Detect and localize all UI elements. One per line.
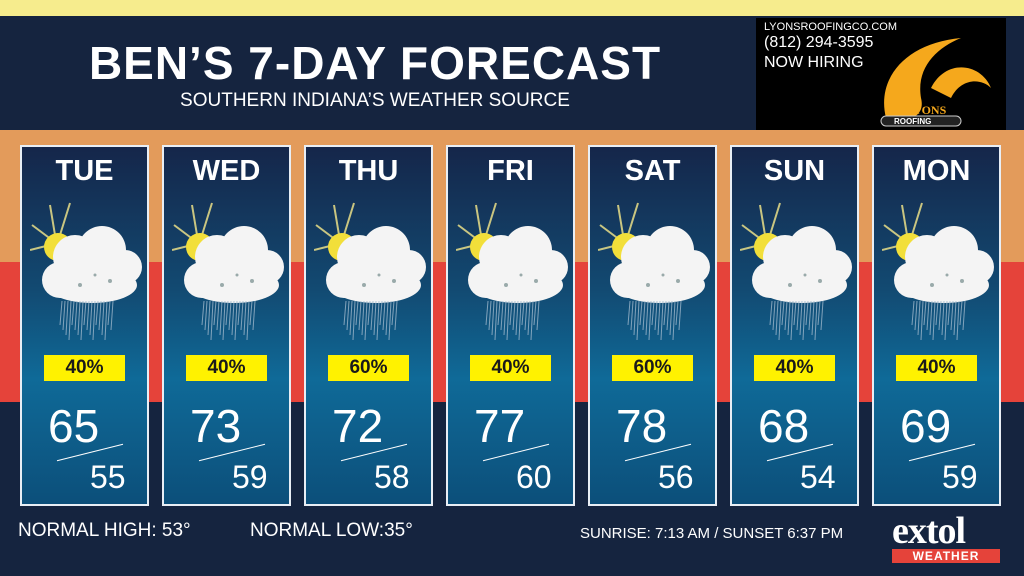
precip-chance-badge: 40% xyxy=(186,355,267,381)
high-temp: 73 xyxy=(190,400,242,452)
day-card-sat: SAT 60% 78 56 xyxy=(588,145,717,506)
partly-sunny-rain-icon xyxy=(313,195,427,350)
low-temp: 59 xyxy=(232,459,268,495)
day-card-fri: FRI 40% 77 60 xyxy=(446,145,575,506)
precip-chance-badge: 60% xyxy=(328,355,409,381)
page-title: BEN’S 7-DAY FORECAST xyxy=(88,37,662,89)
day-card-wed: WED 40% 73 59 xyxy=(162,145,291,506)
day-card-thu: THU 60% 72 58 xyxy=(304,145,433,506)
lion-logo-icon: LYONS ROOFING xyxy=(880,38,991,127)
high-temp: 72 xyxy=(332,400,384,452)
page-subtitle: SOUTHERN INDIANA’S WEATHER SOURCE xyxy=(180,90,570,111)
partly-sunny-rain-icon xyxy=(29,195,143,350)
sunrise-sunset: SUNRISE: 7:13 AM / SUNSET 6:37 PM xyxy=(580,525,844,542)
brand-name: extol xyxy=(892,510,966,552)
day-label: TUE xyxy=(55,155,114,187)
low-temp: 56 xyxy=(658,459,694,495)
ad-website: LYONSROOFINGCO.COM xyxy=(764,21,898,33)
svg-text:LYONS: LYONS xyxy=(906,103,947,117)
partly-sunny-rain-icon xyxy=(597,195,711,350)
day-label: THU xyxy=(338,155,399,187)
extol-weather-logo: extol WEATHER xyxy=(892,510,1000,563)
sponsor-ad[interactable]: LYONS ROOFING LYONSROOFINGCO.COM (812) 2… xyxy=(756,18,1006,130)
high-temp: 65 xyxy=(48,400,100,452)
ad-tagline: NOW HIRING xyxy=(764,54,864,71)
low-temp: 58 xyxy=(374,459,410,495)
high-temp: 68 xyxy=(758,400,810,452)
low-temp: 55 xyxy=(90,459,126,495)
precip-chance-badge: 40% xyxy=(754,355,835,381)
ad-phone: (812) 294-3595 xyxy=(764,34,874,51)
day-card-sun: SUN 40% 68 54 xyxy=(730,145,859,506)
day-card-mon: MON 40% 69 59 xyxy=(872,145,1001,506)
partly-sunny-rain-icon xyxy=(881,195,995,350)
precip-chance-badge: 40% xyxy=(470,355,551,381)
high-temp: 77 xyxy=(474,400,526,452)
low-temp: 60 xyxy=(516,459,552,495)
high-temp: 78 xyxy=(616,400,668,452)
normal-low: NORMAL LOW:35° xyxy=(250,520,413,541)
partly-sunny-rain-icon xyxy=(171,195,285,350)
svg-text:ROOFING: ROOFING xyxy=(894,117,931,126)
high-temp: 69 xyxy=(900,400,952,452)
normal-high: NORMAL HIGH: 53° xyxy=(18,520,191,541)
day-label: SAT xyxy=(624,155,681,187)
day-label: WED xyxy=(192,155,261,187)
day-card-tue: TUE 40% 65 55 xyxy=(20,145,149,506)
precip-chance-badge: 60% xyxy=(612,355,693,381)
day-label: MON xyxy=(902,155,971,187)
precip-chance-badge: 40% xyxy=(44,355,125,381)
precip-chance-badge: 40% xyxy=(896,355,977,381)
partly-sunny-rain-icon xyxy=(455,195,569,350)
low-temp: 59 xyxy=(942,459,978,495)
day-label: FRI xyxy=(487,155,534,187)
partly-sunny-rain-icon xyxy=(739,195,853,350)
background-band-yellow xyxy=(0,0,1024,16)
low-temp: 54 xyxy=(800,459,836,495)
day-label: SUN xyxy=(763,155,826,187)
brand-sub: WEATHER xyxy=(892,549,1000,563)
